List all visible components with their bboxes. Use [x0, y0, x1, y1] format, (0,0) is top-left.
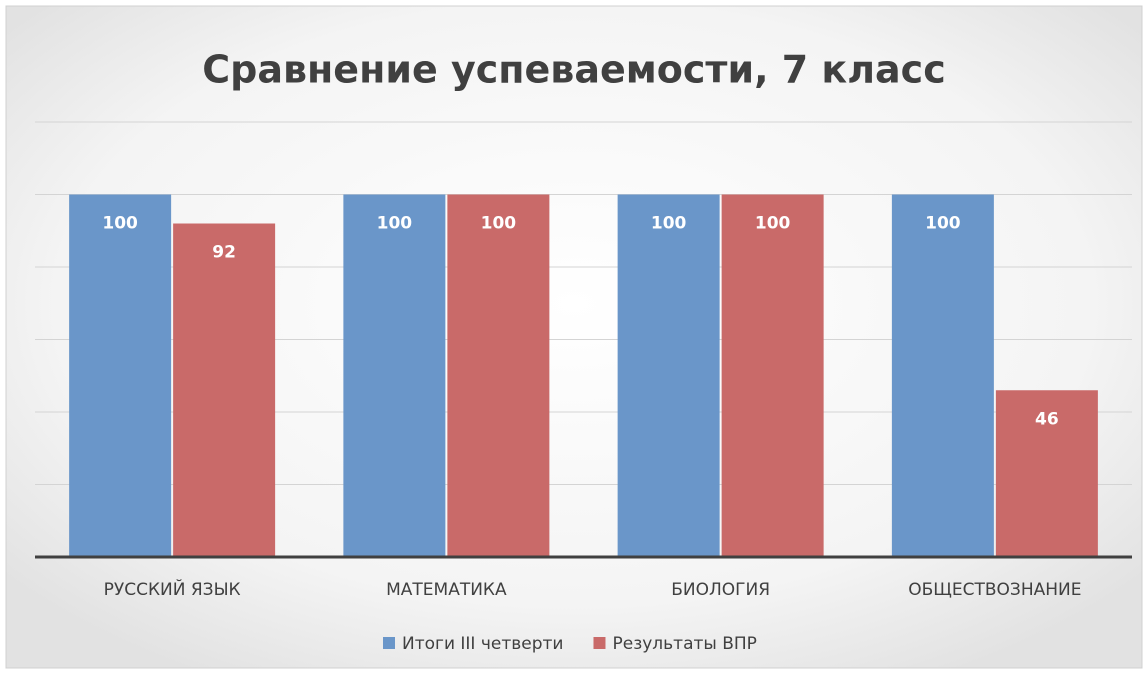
x-tick-label: ОБЩЕСТВОЗНАНИЕ [908, 580, 1081, 600]
x-tick-label: БИОЛОГИЯ [671, 580, 770, 600]
data-label: 100 [377, 214, 413, 234]
bar [69, 194, 172, 557]
bar [721, 194, 824, 557]
x-tick-label: МАТЕМАТИКА [386, 580, 507, 600]
legend-label: Итоги III четверти [402, 634, 563, 654]
bar [617, 194, 720, 557]
data-label: 100 [755, 214, 791, 234]
data-label: 100 [651, 214, 687, 234]
chart-title: Сравнение успеваемости, 7 класс [202, 48, 945, 92]
bar [173, 223, 276, 557]
legend-label: Результаты ВПР [612, 634, 756, 654]
bar [891, 194, 994, 557]
data-label: 46 [1035, 409, 1059, 429]
data-label: 100 [102, 214, 138, 234]
bar [995, 390, 1098, 557]
data-label: 92 [212, 243, 236, 263]
bar [447, 194, 550, 557]
legend-swatch [593, 637, 606, 649]
legend-swatch [383, 637, 395, 649]
data-label: 100 [481, 214, 517, 234]
x-tick-label: РУССКИЙ ЯЗЫК [104, 578, 241, 600]
data-label: 100 [925, 214, 961, 234]
bar [343, 194, 446, 557]
